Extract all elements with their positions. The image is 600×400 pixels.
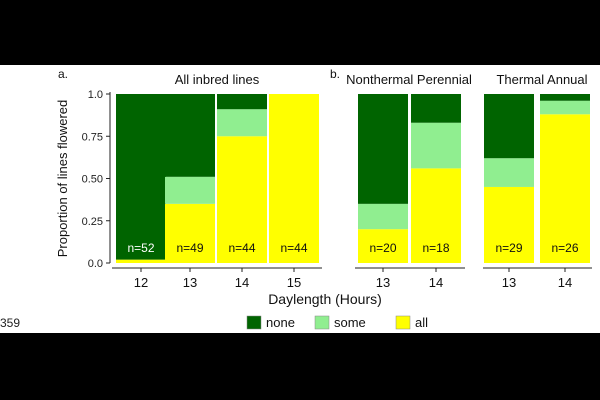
legend-label-some: some bbox=[334, 315, 366, 330]
x-tick-label: 14 bbox=[235, 275, 249, 290]
count-label: n=18 bbox=[422, 241, 449, 255]
y-tick-label: 0.75 bbox=[82, 131, 103, 143]
panel-title: Nonthermal Perennial bbox=[346, 72, 472, 87]
count-label: n=20 bbox=[369, 241, 396, 255]
legend-swatch-none bbox=[246, 315, 262, 330]
bar-segment-some bbox=[217, 109, 267, 137]
bar-segment-none bbox=[484, 94, 534, 159]
x-tick-label: 13 bbox=[183, 275, 197, 290]
count-label: n=52 bbox=[127, 241, 154, 255]
x-tick-label: 14 bbox=[558, 275, 572, 290]
count-label: n=44 bbox=[228, 241, 255, 255]
legend-label-all: all bbox=[415, 315, 428, 330]
panel-label: b. bbox=[330, 67, 340, 81]
line-number: 359 bbox=[0, 316, 21, 330]
bar-segment-none bbox=[217, 94, 267, 110]
bar-segment-none bbox=[411, 94, 461, 123]
bar-segment-none bbox=[165, 94, 215, 177]
panel-title: All inbred lines bbox=[175, 72, 260, 87]
count-label: n=49 bbox=[176, 241, 203, 255]
bar-segment-some bbox=[484, 158, 534, 187]
y-tick-label: 0.25 bbox=[82, 216, 103, 228]
figure: 0.0 0.25 0.50 0.75 1.0 Proportion of lines fl… bbox=[0, 65, 600, 333]
panel-label: a. bbox=[58, 67, 68, 81]
y-axis-title: Proportion of lines flowered bbox=[55, 100, 70, 258]
bar-segment-some bbox=[358, 203, 408, 230]
bar-segment-none bbox=[540, 94, 590, 101]
bar-segment-none bbox=[116, 94, 166, 260]
x-tick-label: 14 bbox=[429, 275, 443, 290]
legend-swatch-some bbox=[314, 315, 330, 330]
bar-segment-all bbox=[217, 136, 267, 263]
panel-title: Thermal Annual bbox=[496, 72, 587, 87]
bar-segment-all bbox=[484, 186, 534, 263]
x-tick-label: 13 bbox=[376, 275, 390, 290]
bar-segment-some bbox=[411, 122, 461, 169]
bar-segment-all bbox=[269, 94, 319, 263]
y-tick-label: 1.0 bbox=[88, 89, 103, 101]
legend-swatch-all bbox=[395, 315, 411, 330]
x-tick-label: 15 bbox=[287, 275, 301, 290]
count-label: n=26 bbox=[551, 241, 578, 255]
bar-segment-all bbox=[358, 229, 408, 263]
x-axis-title: Daylength (Hours) bbox=[268, 291, 382, 307]
bar-segment-none bbox=[358, 94, 408, 204]
stacked-bar-chart: 0.0 0.25 0.50 0.75 1.0 Proportion of lines fl… bbox=[55, 67, 592, 330]
y-tick-label: 0.0 bbox=[88, 258, 103, 270]
legend-label-none: none bbox=[266, 315, 295, 330]
bar-segment-all bbox=[411, 168, 461, 263]
count-label: n=29 bbox=[495, 241, 522, 255]
x-tick-label: 13 bbox=[502, 275, 516, 290]
x-tick-label: 12 bbox=[134, 275, 148, 290]
bar-segment-all bbox=[540, 114, 590, 263]
bar-segment-some bbox=[165, 176, 215, 204]
count-label: n=44 bbox=[280, 241, 307, 255]
bar-segment-some bbox=[540, 100, 590, 115]
bar-segment-all bbox=[116, 259, 166, 263]
bar-segment-all bbox=[165, 203, 215, 263]
y-tick-label: 0.50 bbox=[82, 174, 103, 186]
